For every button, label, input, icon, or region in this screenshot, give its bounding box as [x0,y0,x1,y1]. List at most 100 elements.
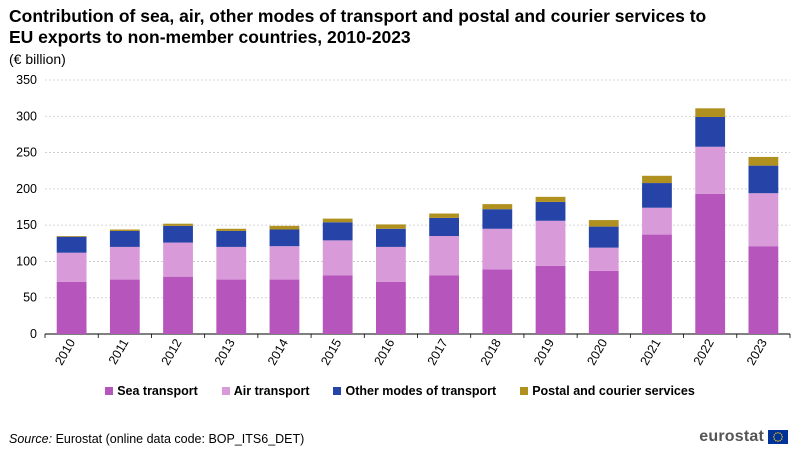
bar-segment-air-transport-2018 [482,228,513,270]
bars [56,108,779,334]
x-tick-label: 2023 [744,336,770,367]
bar-segment-other-modes-of-transport-2021 [642,183,672,208]
bar-segment-air-transport-2011 [109,246,140,280]
bar-segment-postal-and-courier-services-2022 [695,108,726,118]
bar-segment-air-transport-2019 [535,220,566,266]
bar-segment-other-modes-of-transport-2018 [482,209,513,229]
bar-segment-sea-transport-2012 [163,276,193,334]
legend-item: Postal and courier services [520,384,695,398]
legend-item: Air transport [221,384,310,398]
x-tick-label: 2018 [478,336,504,367]
y-tick-label: 300 [16,109,37,123]
x-tick-label: 2020 [584,336,610,367]
legend-label: Postal and courier services [532,384,695,398]
bar-segment-postal-and-courier-services-2020 [588,220,619,227]
bar-segment-postal-and-courier-services-2023 [748,156,779,166]
bar-segment-other-modes-of-transport-2019 [535,201,566,221]
bar-segment-air-transport-2015 [322,240,353,276]
source-label: Source: [9,432,53,446]
y-tick-label: 350 [16,73,37,87]
bar-segment-postal-and-courier-services-2018 [482,204,513,210]
bar-segment-air-transport-2013 [216,246,247,280]
bar-segment-sea-transport-2019 [535,265,566,334]
bar-segment-other-modes-of-transport-2010 [56,236,87,253]
bar-segment-sea-transport-2021 [642,234,672,334]
eurostat-logo: eurostat [699,428,788,446]
bar-segment-sea-transport-2010 [56,281,87,334]
bar-segment-air-transport-2014 [269,246,300,280]
flag-star [780,434,783,436]
eurostat-logo-text: eurostat [699,428,764,445]
bar-segment-other-modes-of-transport-2012 [163,225,193,243]
y-tick-label: 0 [30,327,37,341]
x-tick-label: 2015 [318,336,344,367]
legend-label: Air transport [233,384,310,398]
y-tick-label: 150 [16,218,37,232]
bar-segment-other-modes-of-transport-2020 [588,226,619,248]
eu-flag-icon [768,430,788,444]
x-tick-label: 2010 [52,336,78,367]
source-text: Eurostat (online data code: BOP_ITS6_DET… [55,432,305,446]
bar-segment-postal-and-courier-services-2015 [322,218,353,223]
legend: Sea transport Air transport Other modes of… [0,384,800,398]
flag-star [775,432,777,435]
flag-star [781,436,783,438]
gridlines [45,79,790,335]
bar-segment-air-transport-2021 [642,207,672,235]
source-note: Source: Eurostat (online data code: BOP_… [9,432,304,446]
legend-swatch [221,387,230,395]
x-tick-label: 2012 [159,336,185,367]
flag-star [773,438,776,440]
x-tick-label: 2017 [425,336,451,367]
bar-segment-air-transport-2017 [429,236,460,276]
bar-segment-postal-and-courier-services-2016 [375,224,406,229]
bar-segment-postal-and-courier-services-2012 [163,223,193,226]
bar-segment-other-modes-of-transport-2023 [748,165,779,194]
legend-swatch [105,387,114,395]
y-tick-label: 50 [23,291,37,305]
bar-segment-sea-transport-2016 [375,281,406,334]
bar-segment-sea-transport-2023 [748,246,779,334]
bar-segment-other-modes-of-transport-2017 [429,217,460,237]
bar-segment-postal-and-courier-services-2013 [216,228,247,231]
x-tick-label: 2016 [371,336,397,367]
bar-segment-postal-and-courier-services-2010 [56,236,87,237]
bar-segment-sea-transport-2022 [695,193,726,334]
bar-segment-other-modes-of-transport-2013 [216,230,247,247]
bar-segment-postal-and-courier-services-2011 [109,229,140,231]
bar-segment-other-modes-of-transport-2014 [269,229,300,247]
bar-segment-sea-transport-2020 [588,270,619,334]
legend-item: Sea transport [105,384,198,398]
flag-star [777,440,779,442]
legend-item: Other modes of transport [333,384,496,398]
bar-segment-sea-transport-2011 [109,279,140,334]
flag-star [773,434,776,436]
bar-segment-postal-and-courier-services-2017 [429,213,460,218]
x-axis-ticks: 2010 2011 2012 2013 2014 2015 2016 2017 2018 2019… [44,334,791,368]
x-tick-label: 2022 [691,336,717,367]
bar-segment-sea-transport-2017 [429,275,460,334]
bar-segment-air-transport-2023 [748,193,779,247]
flag-star [773,436,775,438]
legend-label: Sea transport [117,384,198,398]
bar-segment-sea-transport-2015 [322,275,353,334]
flag-star [777,432,779,434]
x-tick-label: 2013 [212,336,238,367]
bar-segment-air-transport-2012 [163,242,193,277]
flag-star [780,438,783,440]
legend-label: Other modes of transport [345,384,497,398]
bar-segment-air-transport-2020 [588,247,619,271]
chart-subtitle: (€ billion) [9,51,66,67]
x-tick-label: 2011 [106,336,132,366]
bar-segment-other-modes-of-transport-2011 [109,230,140,247]
bar-segment-air-transport-2022 [695,146,726,194]
x-tick-label: 2019 [531,336,557,367]
bar-segment-sea-transport-2014 [269,279,300,334]
flag-star [779,439,781,442]
bar-segment-postal-and-courier-services-2014 [269,225,300,230]
bar-segment-other-modes-of-transport-2022 [695,117,726,147]
bar-segment-other-modes-of-transport-2015 [322,222,353,241]
bar-segment-other-modes-of-transport-2016 [375,228,406,247]
bar-segment-air-transport-2016 [375,246,406,282]
